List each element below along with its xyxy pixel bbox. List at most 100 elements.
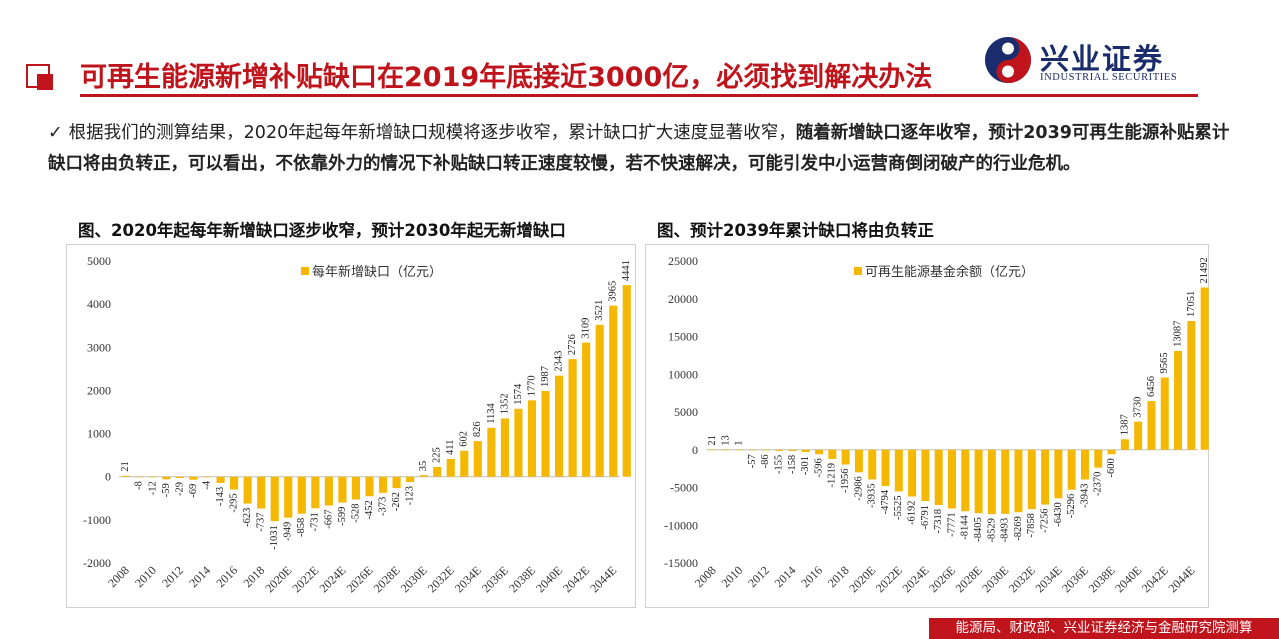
data-label: -123	[405, 486, 416, 505]
x-tick-label: 2042E	[1139, 563, 1171, 595]
y-tick-label: -15000	[664, 556, 698, 570]
summary-paragraph: ✓ 根据我们的测算结果，2020年起每年新增缺口规模将逐步收窄，累计缺口扩大速度显…	[48, 118, 1238, 180]
y-tick-label: -2000	[83, 556, 111, 570]
bar	[473, 441, 482, 477]
data-label: -8529	[986, 518, 997, 543]
data-label: -69	[188, 484, 199, 498]
data-label: 9565	[1159, 353, 1170, 374]
data-label: 1574	[513, 383, 524, 405]
data-label: -737	[256, 513, 267, 532]
x-tick-label: 2040E	[1112, 563, 1144, 595]
bar	[934, 449, 943, 506]
data-label: 21	[120, 461, 131, 472]
bar	[135, 476, 144, 478]
data-label: -158	[787, 455, 798, 474]
x-tick-label: 2030E	[979, 563, 1011, 595]
x-tick-label: 2036E	[1059, 563, 1091, 595]
bar	[1027, 449, 1036, 510]
left-chart-panel: 5000 4000 3000 2000 1000 0 -1000 -2000 21 -8 -12 -5…	[66, 244, 636, 608]
bar	[216, 476, 225, 483]
bar	[433, 467, 442, 477]
bar	[1187, 321, 1196, 450]
slide-title: 可再生能源新增补贴缺口在2019年底接近3000亿，必须找到解决办法	[80, 62, 933, 93]
data-label: -599	[337, 507, 348, 526]
bar	[582, 342, 591, 477]
bar	[568, 359, 577, 477]
bar	[1067, 449, 1076, 490]
title-divider	[80, 94, 1198, 97]
x-tick-label: 2020E	[262, 563, 294, 595]
data-label: -143	[215, 487, 226, 506]
legend-label: 可再生能源基金余额（亿元）	[865, 264, 1034, 279]
x-tick-label: 2024E	[316, 563, 348, 595]
bar	[854, 449, 863, 473]
x-tick-label: 2024E	[899, 563, 931, 595]
bar	[1094, 449, 1103, 468]
data-label: -8144	[960, 514, 971, 539]
y-tick-label: 2000	[87, 383, 111, 397]
logo-emblem-icon	[985, 37, 1031, 83]
data-label: -7318	[933, 509, 944, 534]
bar	[527, 400, 537, 477]
bar	[788, 449, 797, 451]
bar	[500, 418, 509, 477]
bar	[202, 476, 212, 478]
bar	[514, 408, 523, 477]
y-tick-label: 5000	[674, 405, 698, 419]
data-label: 602	[459, 431, 470, 447]
x-tick-label: 2030E	[398, 563, 430, 595]
data-label: 21	[707, 435, 718, 446]
right-chart-title: 图、预计2039年累计缺口将由负转正	[657, 221, 934, 240]
data-label: 6456	[1146, 376, 1157, 397]
bar	[338, 476, 347, 503]
cumulative-balance-bar-chart: 25000 20000 15000 10000 5000 0 -5000 -10000 -150…	[664, 254, 1210, 595]
y-tick-label: -5000	[670, 481, 698, 495]
x-tick-label: 2012	[159, 563, 186, 590]
data-label: -4	[201, 480, 212, 489]
bar	[378, 476, 388, 493]
data-label: -1956	[840, 469, 851, 494]
data-label: -7256	[1040, 509, 1051, 534]
bar	[595, 324, 604, 477]
data-label: -1219	[827, 463, 838, 488]
bar	[148, 476, 157, 478]
data-label: -731	[310, 512, 321, 531]
data-label: -8493	[1000, 518, 1011, 543]
x-tick-label: 2028E	[371, 563, 403, 595]
bar	[921, 449, 930, 502]
y-tick-label: 1000	[87, 427, 111, 441]
y-tick-label: 3000	[87, 340, 111, 354]
data-label: -8405	[973, 517, 984, 542]
x-tick-label: 2034E	[452, 563, 484, 595]
bar	[446, 458, 455, 477]
data-label: -295	[229, 493, 240, 512]
legend-swatch	[854, 267, 862, 275]
bar	[1041, 449, 1050, 505]
x-tick-label: 2012	[745, 563, 772, 590]
bar	[311, 476, 320, 509]
x-tick-label: 2016	[798, 563, 825, 590]
bar	[460, 450, 469, 477]
data-label: -596	[813, 458, 824, 477]
bar	[351, 476, 361, 500]
x-tick-label: 2032E	[425, 563, 457, 595]
data-label: 1134	[486, 402, 497, 423]
x-tick-label: 2014	[186, 563, 213, 590]
y-tick-label: 15000	[668, 330, 698, 344]
bar	[748, 449, 757, 451]
legend-label: 每年新增缺口（亿元）	[312, 264, 442, 279]
data-label: -12	[147, 481, 158, 495]
bar	[392, 476, 401, 489]
data-label: -373	[377, 497, 388, 516]
x-tick-label: 2014	[772, 563, 799, 590]
x-tick-label: 2020E	[846, 563, 878, 595]
data-label: 1387	[1119, 414, 1130, 435]
x-tick-label: 2040E	[533, 563, 565, 595]
data-label: 411	[445, 440, 456, 455]
data-label: -7858	[1026, 513, 1037, 538]
x-tick-label: 2038E	[506, 563, 538, 595]
data-label: -2986	[853, 476, 864, 501]
y-tick-label: 4000	[87, 297, 111, 311]
bar	[1080, 449, 1089, 480]
x-tick-label: 2010	[132, 563, 159, 590]
